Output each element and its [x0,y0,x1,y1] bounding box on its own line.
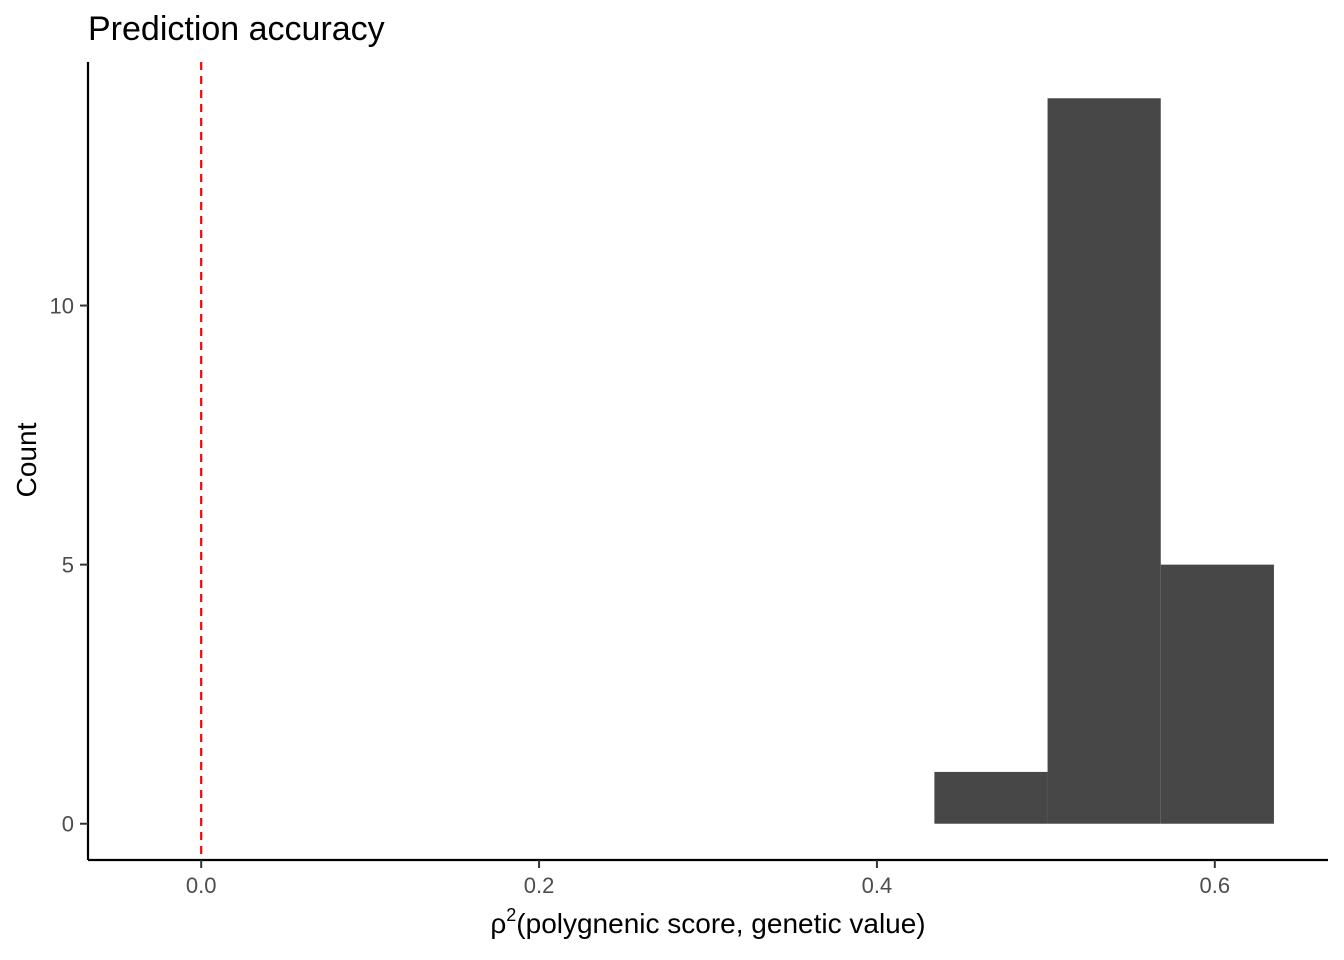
x-tick-label: 0.6 [1200,873,1231,898]
x-tick-label: 0.0 [186,873,217,898]
histogram-bars [934,98,1274,824]
x-axis-label-text: (polygnenic score, genetic value) [516,908,925,939]
x-axis-label-symbol: ρ [490,908,506,939]
y-tick-label: 10 [50,294,74,319]
y-tick-label: 5 [62,553,74,578]
histogram-bar-2 [1047,98,1161,824]
y-tick-label: 0 [62,812,74,837]
histogram-bar-1 [934,771,1048,824]
chart-title: Prediction accuracy [88,10,385,48]
x-tick-label: 0.2 [524,873,555,898]
x-axis-ticks: 0.0 0.2 0.4 0.6 [186,860,1230,898]
x-axis-label: ρ2(polygnenic score, genetic value) [490,905,925,939]
histogram-bar-3 [1160,564,1274,824]
y-axis-ticks: 0 5 10 [50,294,88,837]
x-tick-label: 0.4 [862,873,893,898]
y-axis-label: Count [11,422,42,497]
x-axis-label-superscript: 2 [506,905,516,925]
